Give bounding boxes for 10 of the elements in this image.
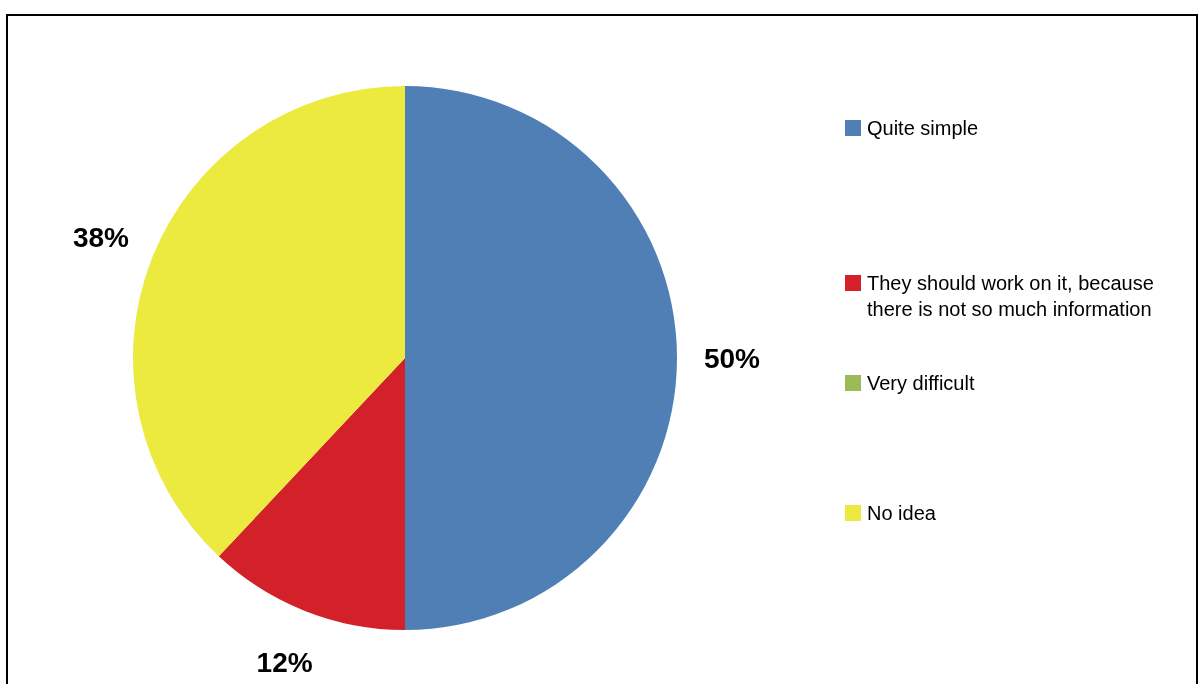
legend-label: They should work on it, because there is not so much information [867,271,1155,322]
data-label: 50% [703,342,761,374]
legend-label: No idea [867,501,937,526]
legend-label: Quite simple [867,116,980,141]
pie-slice [405,86,677,630]
data-label: 12% [256,646,313,678]
legend-label: Very difficult [867,371,976,396]
pie-slice [218,358,405,630]
pie-slice [133,86,405,557]
data-label: 38% [72,222,130,254]
